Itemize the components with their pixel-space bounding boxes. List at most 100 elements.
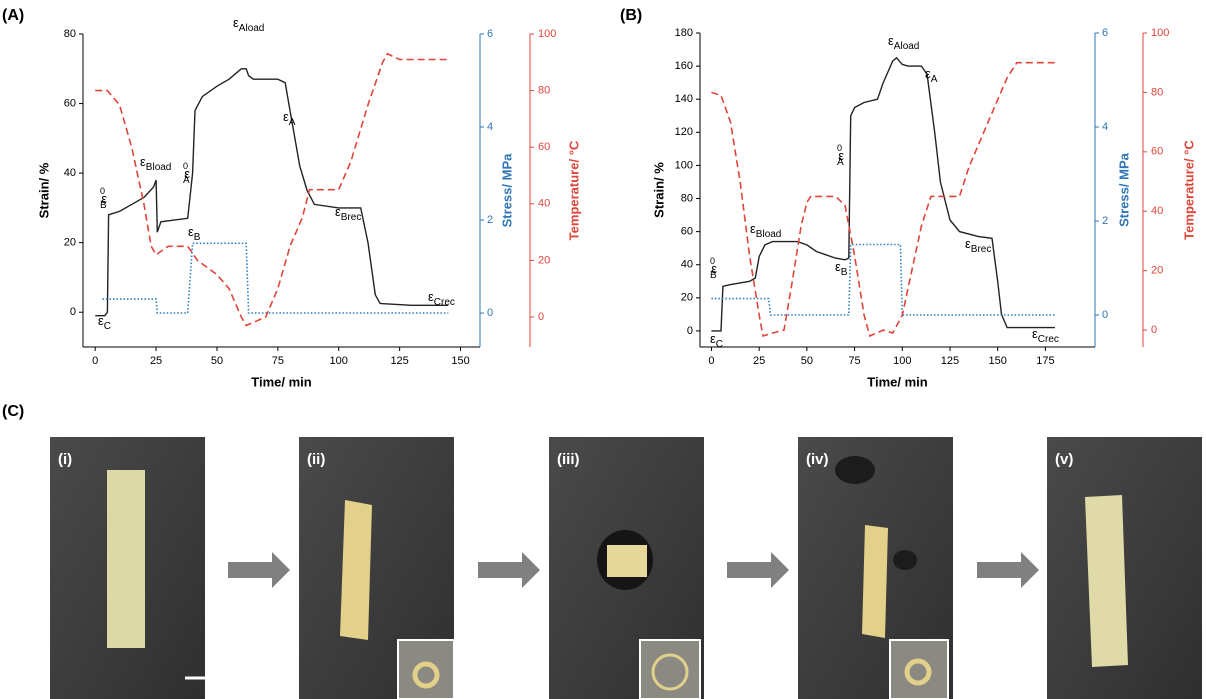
- y-axis-title: Strain/ %: [36, 162, 51, 218]
- x-tick-label: 125: [390, 355, 408, 367]
- series-line: [711, 63, 1055, 336]
- y-tick-label: 0: [70, 306, 76, 318]
- photo-label: (i): [58, 451, 72, 468]
- y2-tick-label: 6: [1102, 27, 1108, 39]
- strip: [607, 545, 647, 577]
- annotation-sub: A: [837, 157, 844, 168]
- y3-tick-label: 100: [1151, 27, 1169, 39]
- x-tick-label: 0: [708, 355, 714, 367]
- y3-tick-label: 100: [538, 28, 556, 40]
- annotation: εB: [188, 224, 201, 242]
- annotation: ε0B: [100, 186, 107, 210]
- series-line: [103, 243, 449, 313]
- x-axis-title: Time/ min: [251, 374, 312, 389]
- photo-label: (ii): [307, 451, 325, 468]
- y2-tick-label: 0: [487, 307, 493, 319]
- x-tick-label: 175: [1036, 355, 1054, 367]
- y3-tick-label: 80: [1151, 86, 1163, 98]
- series-line: [711, 245, 1055, 316]
- annotation: εBload: [140, 154, 171, 172]
- annotation-sub: C: [104, 321, 111, 332]
- y2-tick-label: 2: [1102, 215, 1108, 227]
- inset: [890, 640, 948, 699]
- y2-tick-label: 4: [1102, 121, 1108, 133]
- x-tick-label: 25: [753, 355, 765, 367]
- annotation-sub: Bload: [756, 229, 782, 240]
- annotation-sub: C: [716, 339, 723, 350]
- y2-tick-label: 6: [487, 28, 493, 40]
- y-tick-label: 80: [681, 192, 693, 204]
- annotation-sup: 0: [710, 256, 715, 266]
- annotation: εBload: [750, 221, 781, 239]
- annotation-sub: Aload: [239, 23, 265, 34]
- y3-axis-title: Temperature/ °C: [1181, 140, 1196, 240]
- x-tick-label: 25: [150, 355, 162, 367]
- annotation-sub: A: [183, 175, 190, 186]
- y-axis-title: Strain/ %: [651, 162, 666, 218]
- annotation: εAload: [888, 33, 919, 51]
- x-axis-title: Time/ min: [867, 374, 928, 389]
- annotation: εBrec: [965, 236, 991, 254]
- y-tick-label: 20: [681, 292, 693, 304]
- series-line: [95, 69, 448, 316]
- y-tick-label: 120: [675, 126, 693, 138]
- annotation: εA: [925, 66, 938, 84]
- strip: [340, 500, 372, 640]
- y2-axis-title: Stress/ MPa: [499, 153, 514, 227]
- x-tick-label: 150: [989, 355, 1007, 367]
- x-tick-label: 100: [893, 355, 911, 367]
- annotation: ε0A: [837, 143, 844, 167]
- y-tick-label: 40: [681, 259, 693, 271]
- stain: [835, 456, 875, 484]
- y2-tick-label: 0: [1102, 309, 1108, 321]
- y-tick-label: 60: [64, 97, 76, 109]
- y3-tick-label: 0: [1151, 324, 1157, 336]
- arrow: [478, 552, 540, 588]
- y-tick-label: 160: [675, 60, 693, 72]
- annotation-sub: B: [841, 267, 848, 278]
- x-tick-label: 75: [272, 355, 284, 367]
- inset: [398, 640, 454, 699]
- photo-label: (iii): [557, 451, 580, 468]
- x-tick-label: 150: [451, 355, 469, 367]
- annotation-sub: Brec: [341, 212, 362, 223]
- annotation-sub: B: [710, 270, 717, 281]
- annotation: εCrec: [1032, 326, 1059, 344]
- y-tick-label: 140: [675, 93, 693, 105]
- y2-axis-title: Stress/ MPa: [1116, 152, 1131, 226]
- y3-tick-label: 80: [538, 85, 550, 97]
- annotation: εBrec: [335, 204, 361, 222]
- y-tick-label: 40: [64, 167, 76, 179]
- figure: (C) (i)(ii)(iii)(iv)(v)(A)02550751001251…: [0, 0, 1206, 699]
- y3-axis-title: Temperature/ °C: [566, 140, 581, 240]
- x-tick-label: 75: [848, 355, 860, 367]
- annotation-sup: 0: [183, 161, 188, 171]
- series-line: [95, 54, 448, 326]
- panel-label: (A): [2, 7, 24, 24]
- series-line: [711, 58, 1055, 331]
- y-tick-label: 180: [675, 27, 693, 39]
- arrow: [228, 552, 290, 588]
- strip: [862, 525, 888, 638]
- y-tick-label: 0: [687, 325, 693, 337]
- y2-tick-label: 4: [487, 121, 493, 133]
- stain: [893, 550, 917, 570]
- y3-tick-label: 20: [1151, 265, 1163, 277]
- annotation: εAload: [233, 15, 264, 33]
- arrow: [977, 552, 1039, 588]
- photo-label: (v): [1055, 451, 1073, 468]
- y-tick-label: 60: [681, 226, 693, 238]
- annotation-sub: B: [194, 232, 201, 243]
- y-tick-label: 80: [64, 28, 76, 40]
- x-tick-label: 125: [941, 355, 959, 367]
- panel-label: (B): [620, 7, 642, 24]
- y-tick-label: 20: [64, 237, 76, 249]
- y3-tick-label: 20: [538, 254, 550, 266]
- photo-label: (iv): [806, 451, 829, 468]
- annotation-sub: Brec: [971, 244, 992, 255]
- arrow: [727, 552, 789, 588]
- x-tick-label: 50: [211, 355, 223, 367]
- y3-tick-label: 60: [538, 141, 550, 153]
